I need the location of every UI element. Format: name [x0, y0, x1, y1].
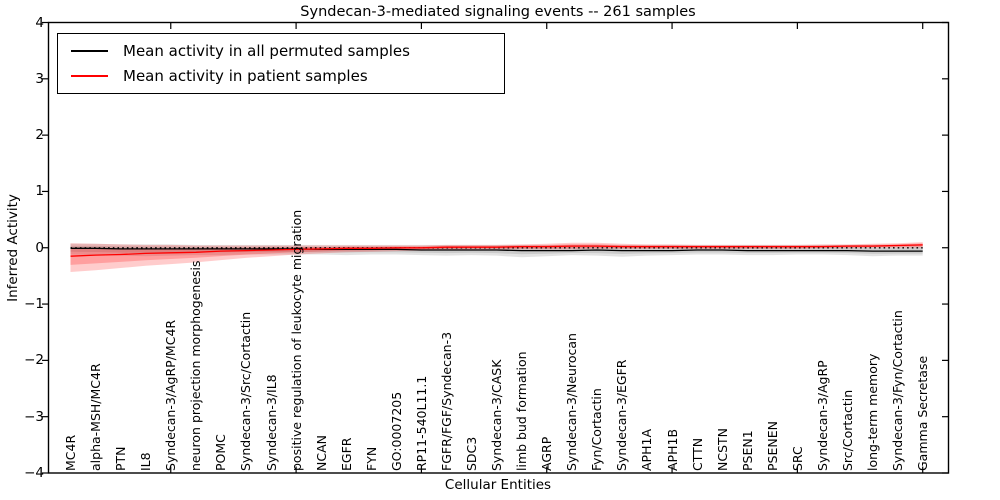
x-category-label: PTN — [113, 445, 129, 471]
x-category-label: NCAN — [313, 434, 329, 471]
x-category-label: Syndecan-3/Src/Cortactin — [238, 311, 254, 471]
x-category-label: APH1B — [664, 428, 680, 471]
x-category-label: IL8 — [138, 451, 154, 471]
x-category-label: PSEN1 — [739, 429, 755, 471]
axis-ticks — [42, 21, 949, 474]
x-category-label: RP11-540L11.1 — [413, 375, 429, 471]
x-category-label: SDC3 — [464, 436, 480, 471]
x-category-label: AGRP — [539, 436, 555, 471]
x-category-label: Syndecan-3/Neurocan — [564, 332, 580, 471]
x-category-label: positive regulation of leukocyte migrati… — [288, 209, 304, 471]
x-category-label: NCSTN — [714, 427, 730, 471]
y-tick-label: 3 — [35, 70, 44, 87]
legend: Mean activity in all permuted samples Me… — [57, 33, 505, 94]
y-tick-label: 1 — [35, 183, 44, 200]
permuted-mean-line — [70, 247, 923, 252]
y-tick-label: 2 — [35, 127, 44, 144]
patient-line-swatch — [71, 75, 108, 78]
y-tick-label: −4 — [24, 465, 44, 481]
x-category-label: Syndecan-3/Fyn/Cortactin — [890, 309, 906, 471]
y-tick-label: −2 — [24, 352, 44, 369]
x-category-label: long-term memory — [865, 353, 881, 471]
legend-label: Mean activity in patient samples — [123, 67, 368, 86]
plot-frame — [47, 21, 950, 474]
x-category-label: Fyn/Cortactin — [589, 387, 605, 471]
y-tick-label: 4 — [35, 14, 44, 31]
legend-item-patient: Mean activity in patient samples — [58, 64, 504, 88]
x-category-label: SRC — [789, 445, 805, 471]
patient-mean-line — [70, 244, 923, 257]
x-axis-title: Cellular Entities — [444, 477, 552, 493]
y-axis-title: Inferred Activity — [5, 194, 21, 302]
x-category-label: FYN — [363, 446, 379, 471]
x-category-label: Syndecan-3/AgRP — [814, 359, 830, 471]
x-category-label: alpha-MSH/MC4R — [88, 362, 104, 471]
x-category-label: MC4R — [63, 434, 78, 471]
x-category-label: PSENEN — [764, 420, 780, 471]
chart-title: Syndecan-3-mediated signaling events -- … — [300, 4, 696, 20]
x-category-label: GO:0007205 — [388, 391, 404, 471]
y-tick-label: −3 — [24, 408, 44, 425]
y-tick-label: −1 — [24, 296, 44, 313]
x-category-label: Gamma Secretase — [915, 355, 931, 471]
x-category-label: EGFR — [338, 437, 354, 471]
x-category-label: Src/Cortactin — [840, 389, 855, 471]
x-category-label: CTTN — [689, 437, 705, 471]
legend-item-permuted: Mean activity in all permuted samples — [58, 39, 504, 63]
x-category-label: neuron projection morphogenesis — [188, 259, 204, 471]
x-category-label: Syndecan-3/IL8 — [263, 373, 279, 471]
y-tick-label: 0 — [35, 239, 44, 256]
permuted-line-swatch — [71, 49, 108, 52]
x-category-label: POMC — [213, 433, 229, 471]
x-category-label: FGFR/FGF/Syndecan-3 — [438, 331, 454, 471]
x-category-label: Syndecan-3/AgRP/MC4R — [163, 319, 179, 471]
x-category-label: limb bud formation — [514, 350, 530, 471]
legend-label: Mean activity in all permuted samples — [123, 41, 410, 60]
x-category-label: Syndecan-3/CASK — [489, 359, 505, 471]
x-category-label: APH1A — [639, 428, 655, 471]
x-category-label: Syndecan-3/EGFR — [614, 359, 630, 471]
